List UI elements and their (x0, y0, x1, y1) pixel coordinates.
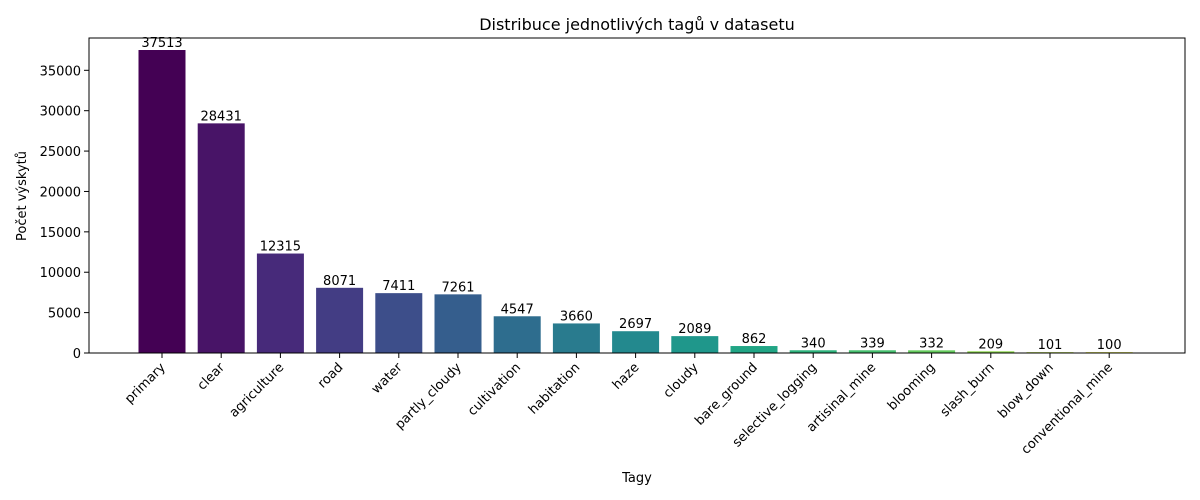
y-tick-label: 10000 (40, 266, 81, 281)
bar-primary (138, 50, 186, 354)
value-label: 2089 (678, 322, 711, 337)
value-label: 339 (860, 336, 885, 351)
value-label: 8071 (323, 274, 356, 289)
x-tick-label: haze (610, 360, 643, 393)
y-tick-label: 15000 (40, 226, 81, 241)
x-tick-label: road (315, 360, 346, 391)
value-label: 209 (978, 337, 1003, 352)
x-tick-label: primary (122, 360, 169, 407)
value-label: 2697 (619, 317, 652, 332)
value-label: 332 (919, 336, 944, 351)
bar-slash_burn (967, 351, 1015, 353)
y-tick-label: 30000 (40, 105, 81, 120)
y-axis-title: Počet výskytů (15, 151, 30, 241)
x-axis-title: Tagy (621, 471, 652, 486)
x-tick-label: cultivation (465, 360, 524, 419)
value-label: 7261 (441, 280, 474, 295)
x-tick-label: agriculture (227, 360, 288, 421)
value-label: 3660 (560, 309, 593, 324)
bars (138, 50, 1133, 354)
y-tick-label: 5000 (48, 307, 81, 322)
value-label: 101 (1038, 338, 1063, 353)
value-label: 4547 (501, 302, 534, 317)
value-label: 100 (1097, 338, 1122, 353)
x-tick-label: habitation (526, 360, 583, 417)
bar-partly_cloudy (434, 294, 482, 353)
x-tick-label: cloudy (661, 360, 702, 401)
bar-blooming (908, 350, 956, 353)
y-tick-label: 0 (73, 347, 81, 362)
bar-water (375, 293, 423, 353)
value-label: 7411 (382, 279, 415, 294)
y-tick-label: 35000 (40, 64, 81, 79)
chart-title: Distribuce jednotlivých tagů v datasetu (479, 15, 795, 34)
bar-selective_logging (789, 350, 837, 353)
bar-bare_ground (730, 346, 778, 353)
plot-frame (88, 37, 1186, 354)
y-axis: 0 5000 10000 15000 20000 25000 30000 35000 (40, 64, 89, 362)
bar-habitation (552, 323, 600, 353)
value-labels: 37513 28431 12315 8071 7411 7261 4547 3660 2697 2… (141, 36, 1121, 353)
x-tick-label: water (369, 360, 406, 397)
x-tick-label: clear (195, 360, 229, 394)
x-tick-label: blow_down (995, 360, 1057, 422)
bar-haze (612, 331, 660, 353)
value-label: 28431 (201, 109, 242, 124)
bar-clear (197, 123, 245, 354)
bar-artisinal_mine (848, 350, 896, 353)
y-tick-label: 25000 (40, 145, 81, 160)
bar-agriculture (256, 253, 304, 353)
value-label: 37513 (141, 36, 182, 51)
value-label: 12315 (260, 240, 301, 255)
bar-road (316, 287, 364, 353)
x-tick-label: blooming (885, 360, 938, 413)
value-label: 862 (742, 332, 767, 347)
bar-cloudy (671, 336, 719, 353)
x-tick-label: slash_burn (938, 360, 998, 420)
value-label: 340 (801, 336, 826, 351)
y-tick-label: 20000 (40, 185, 81, 200)
bar-cultivation (493, 316, 541, 353)
